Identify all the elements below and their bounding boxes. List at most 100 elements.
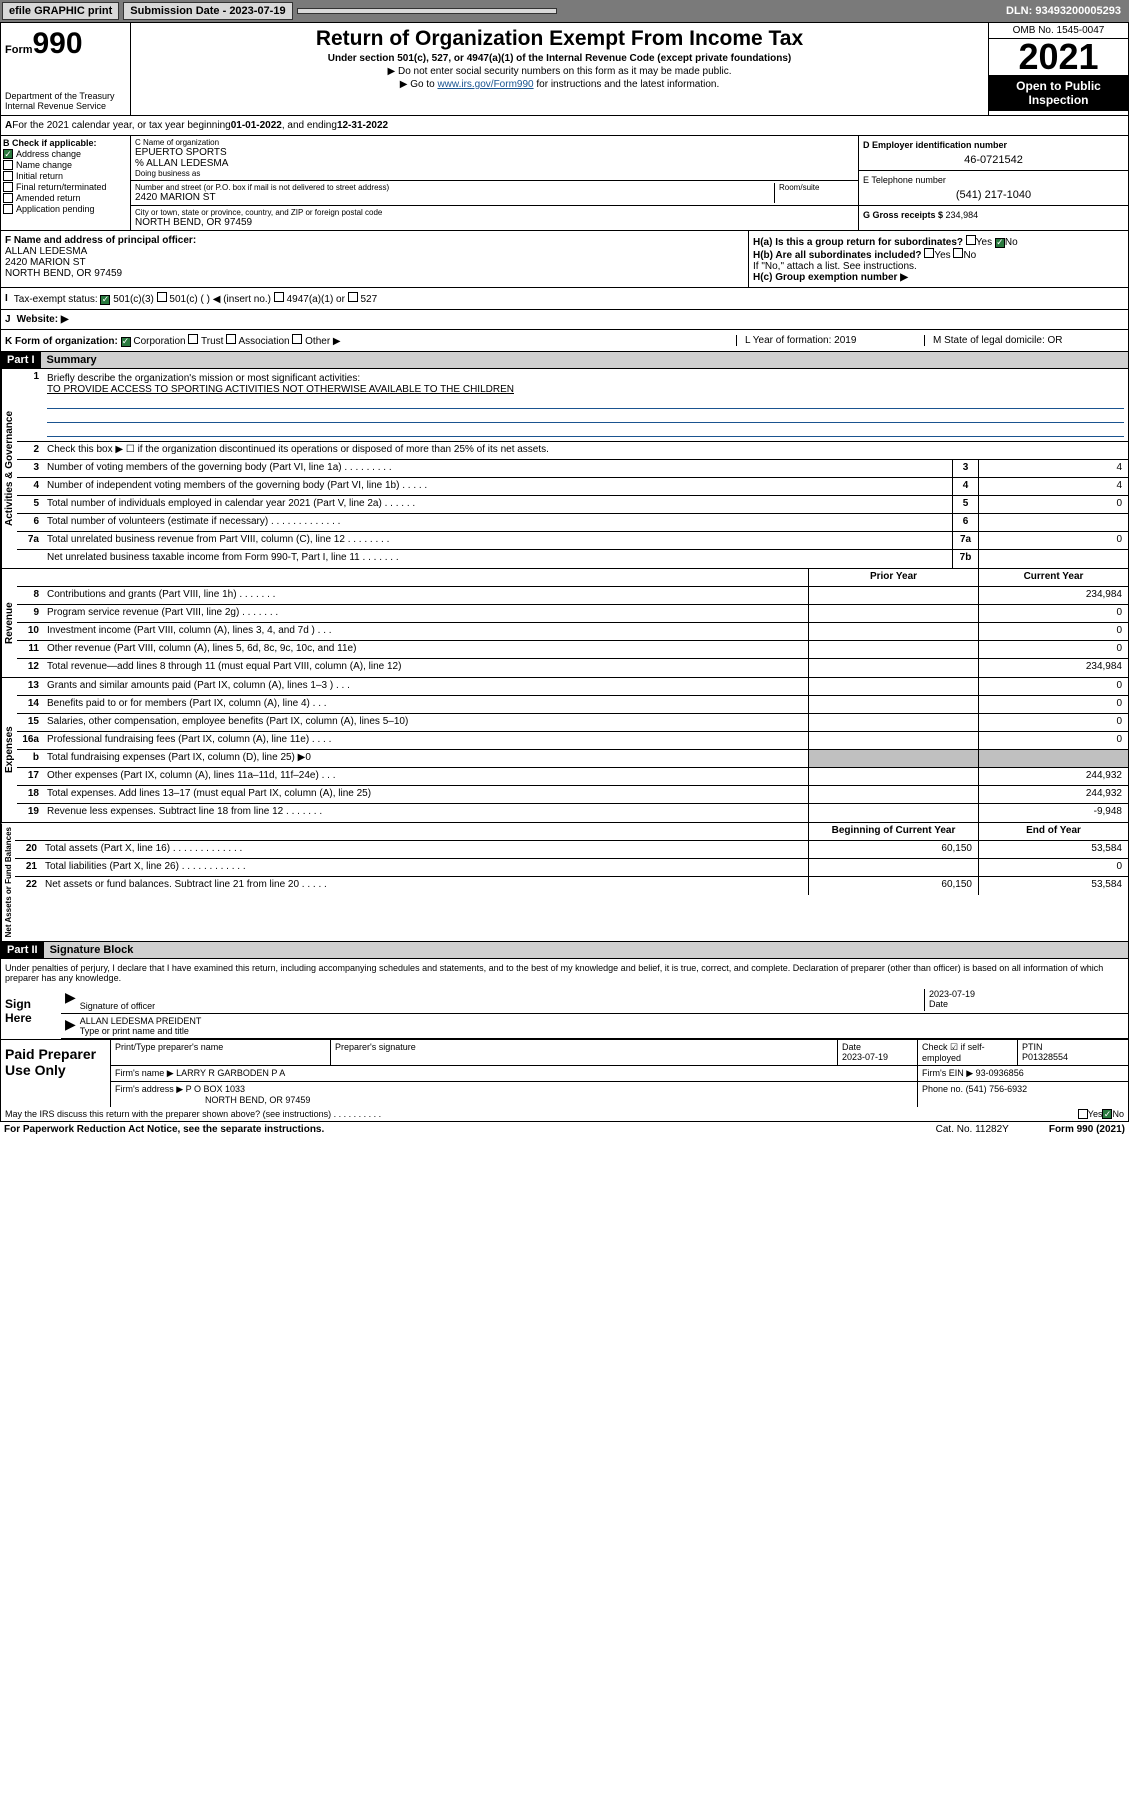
col-prior: Prior Year (808, 569, 978, 586)
may-irs: May the IRS discuss this return with the… (5, 1109, 1078, 1119)
hb-note: If "No," attach a list. See instructions… (753, 261, 1124, 272)
4947-cb[interactable] (274, 292, 284, 302)
col-end: End of Year (978, 823, 1128, 840)
assoc-cb[interactable] (226, 334, 236, 344)
blank-btn (297, 8, 557, 14)
efile-btn[interactable]: efile GRAPHIC print (2, 2, 119, 20)
f-label: F Name and address of principal officer: (5, 235, 196, 246)
col-beg: Beginning of Current Year (808, 823, 978, 840)
vert-net: Net Assets or Fund Balances (1, 823, 15, 941)
sig-name: ALLAN LEDESMA PREIDENT (80, 1016, 1124, 1026)
irs-link[interactable]: www.irs.gov/Form990 (437, 79, 533, 90)
tax-year: 2021 (989, 39, 1128, 75)
phone-label: E Telephone number (863, 175, 1124, 185)
care-of: % ALLAN LEDESMA (135, 158, 854, 169)
officer-addr1: 2420 MARION ST (5, 257, 86, 268)
firm-name: LARRY R GARBODEN P A (176, 1068, 285, 1078)
gross-label: G Gross receipts $ (863, 210, 946, 220)
declaration: Under penalties of perjury, I declare th… (1, 959, 1128, 987)
vert-revenue: Revenue (1, 569, 17, 677)
topbar: efile GRAPHIC print Submission Date - 20… (0, 0, 1129, 22)
cb-Initial return[interactable] (3, 171, 13, 181)
part1-header: Part ISummary (0, 352, 1129, 369)
cb-Name change[interactable] (3, 160, 13, 170)
check-label: B Check if applicable: (3, 138, 97, 148)
form-ref: Form 990 (2021) (1049, 1124, 1125, 1135)
gross-receipts: 234,984 (946, 210, 979, 220)
hb: H(b) Are all subordinates included? Yes … (753, 248, 1124, 261)
officer-name: ALLAN LEDESMA (5, 246, 87, 257)
vert-governance: Activities & Governance (1, 369, 17, 568)
paperwork-notice: For Paperwork Reduction Act Notice, see … (4, 1124, 324, 1135)
firm-addr1: P O BOX 1033 (186, 1084, 245, 1094)
q2: Check this box ▶ ☐ if the organization d… (43, 442, 1128, 459)
col-curr: Current Year (978, 569, 1128, 586)
cb-label: Final return/terminated (16, 182, 107, 192)
year-formation: L Year of formation: 2019 (736, 335, 916, 346)
cb-label: Application pending (16, 204, 95, 214)
room-label: Room/suite (779, 183, 854, 192)
city-label: City or town, state or province, country… (135, 208, 854, 217)
pt-self-emp: Check ☑ if self-employed (922, 1042, 985, 1063)
tax-ex-label: Tax-exempt status: (14, 294, 98, 305)
ha-no-cb[interactable]: ✓ (995, 238, 1005, 248)
firm-phone: (541) 756-6932 (966, 1084, 1028, 1094)
cb-label: Amended return (16, 193, 81, 203)
part2-header: Part IISignature Block (0, 942, 1129, 959)
dln: DLN: 93493200005293 (1006, 5, 1127, 17)
tax-exempt-row: I Tax-exempt status: ✓ 501(c)(3) 501(c) … (0, 288, 1129, 310)
hc: H(c) Group exemption number ▶ (753, 272, 1124, 283)
officer-addr2: NORTH BEND, OR 97459 (5, 268, 122, 279)
501c3-cb[interactable]: ✓ (100, 295, 110, 305)
pt-date: 2023-07-19 (842, 1052, 888, 1062)
cat-no: Cat. No. 11282Y (936, 1124, 1009, 1135)
501c-cb[interactable] (157, 292, 167, 302)
cb-Amended return[interactable] (3, 193, 13, 203)
part1-summary: Activities & Governance 1Briefly describ… (0, 369, 1129, 942)
state-domicile: M State of legal domicile: OR (924, 335, 1124, 346)
ha-yes-cb[interactable] (966, 235, 976, 245)
note1: ▶ Do not enter social security numbers o… (135, 66, 984, 77)
sig-name-label: Type or print name and title (80, 1026, 189, 1036)
hb-no-cb[interactable] (953, 248, 963, 258)
sig-date-label: Date (929, 999, 948, 1009)
ptin: P01328554 (1022, 1052, 1068, 1062)
website-label: Website: ▶ (17, 314, 69, 325)
hb-yes-cb[interactable] (924, 248, 934, 258)
may-yes-cb[interactable] (1078, 1109, 1088, 1119)
may-no-cb[interactable]: ✓ (1102, 1109, 1112, 1119)
org-name: EPUERTO SPORTS (135, 147, 854, 158)
note2: ▶ Go to www.irs.gov/Form990 for instruct… (135, 79, 984, 90)
pt-name-label: Print/Type preparer's name (115, 1042, 223, 1052)
vert-expenses: Expenses (1, 678, 17, 822)
website-row: J Website: ▶ (0, 310, 1129, 330)
submission-date-btn[interactable]: Submission Date - 2023-07-19 (123, 2, 292, 20)
inspection-label: Open to Public Inspection (989, 75, 1128, 111)
c-label: C Name of organization (135, 138, 854, 147)
subtitle: Under section 501(c), 527, or 4947(a)(1)… (135, 53, 984, 64)
sig-date: 2023-07-19 (929, 989, 1124, 999)
527-cb[interactable] (348, 292, 358, 302)
cb-label: Initial return (16, 171, 63, 181)
korg-row: K Form of organization: ✓ Corporation Tr… (0, 330, 1129, 352)
cb-label: Address change (16, 149, 81, 159)
fg-row: F Name and address of principal officer:… (0, 231, 1129, 288)
city: NORTH BEND, OR 97459 (135, 217, 854, 228)
firm-ein: 93-0936856 (976, 1068, 1024, 1078)
cb-Application pending[interactable] (3, 204, 13, 214)
section-b: B Check if applicable: ✓Address changeNa… (0, 136, 1129, 231)
dept: Department of the Treasury Internal Reve… (5, 91, 126, 111)
other-cb[interactable] (292, 334, 302, 344)
addr: 2420 MARION ST (135, 192, 774, 203)
footer: For Paperwork Reduction Act Notice, see … (0, 1122, 1129, 1137)
cb-Address change[interactable]: ✓ (3, 149, 13, 159)
trust-cb[interactable] (188, 334, 198, 344)
sign-here: Sign Here (1, 987, 61, 1039)
mission: TO PROVIDE ACCESS TO SPORTING ACTIVITIES… (47, 384, 514, 395)
sig-officer-label: Signature of officer (80, 1001, 155, 1011)
cb-label: Name change (16, 160, 72, 170)
firm-addr2: NORTH BEND, OR 97459 (205, 1095, 310, 1105)
cb-Final return/terminated[interactable] (3, 182, 13, 192)
corp-cb[interactable]: ✓ (121, 337, 131, 347)
pt-sig-label: Preparer's signature (335, 1042, 416, 1052)
